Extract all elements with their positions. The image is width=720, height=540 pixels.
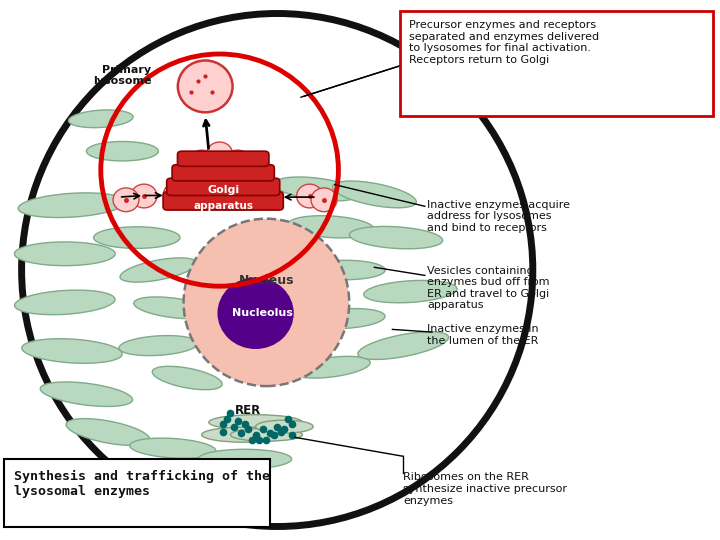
Ellipse shape xyxy=(131,184,157,208)
Ellipse shape xyxy=(152,366,222,390)
Text: apparatus: apparatus xyxy=(193,201,253,211)
Text: Golgi: Golgi xyxy=(207,185,239,195)
Text: Synthesis and trafficking of the
lysosomal enzymes: Synthesis and trafficking of the lysosom… xyxy=(14,470,271,498)
Ellipse shape xyxy=(209,415,302,430)
Ellipse shape xyxy=(66,418,150,445)
Ellipse shape xyxy=(235,174,261,198)
Ellipse shape xyxy=(22,14,533,526)
Ellipse shape xyxy=(306,260,385,280)
Text: Primary
lysosome: Primary lysosome xyxy=(93,65,151,86)
Ellipse shape xyxy=(40,382,132,407)
Ellipse shape xyxy=(274,177,359,201)
Text: Precursor enzymes and receptors
separated and enzymes delivered
to lysosomes for: Precursor enzymes and receptors separate… xyxy=(409,20,599,65)
Ellipse shape xyxy=(14,290,115,315)
Ellipse shape xyxy=(253,183,279,206)
Ellipse shape xyxy=(134,297,212,319)
Ellipse shape xyxy=(130,438,216,458)
Ellipse shape xyxy=(349,226,443,249)
Text: Vesicles containing
enzymes bud off from
ER and travel to Golgi
apparatus: Vesicles containing enzymes bud off from… xyxy=(427,266,549,310)
Ellipse shape xyxy=(184,219,349,386)
Text: Ribosomes on the RER
synthesize inactive precursor
enzymes: Ribosomes on the RER synthesize inactive… xyxy=(403,472,567,505)
Ellipse shape xyxy=(120,258,197,282)
Ellipse shape xyxy=(358,332,449,360)
Ellipse shape xyxy=(333,181,416,208)
FancyBboxPatch shape xyxy=(172,165,274,181)
Ellipse shape xyxy=(207,142,233,166)
Ellipse shape xyxy=(256,420,313,433)
Ellipse shape xyxy=(14,242,115,266)
Ellipse shape xyxy=(306,308,385,329)
Text: RER: RER xyxy=(235,404,261,417)
Text: Nucleus: Nucleus xyxy=(238,274,294,287)
Ellipse shape xyxy=(364,280,457,303)
Ellipse shape xyxy=(297,184,323,208)
Ellipse shape xyxy=(292,356,370,378)
Ellipse shape xyxy=(86,141,158,161)
Ellipse shape xyxy=(230,428,302,441)
FancyBboxPatch shape xyxy=(4,459,270,526)
FancyBboxPatch shape xyxy=(163,192,284,210)
Ellipse shape xyxy=(119,335,198,356)
Ellipse shape xyxy=(94,227,180,248)
Ellipse shape xyxy=(181,174,207,198)
Ellipse shape xyxy=(288,215,374,238)
Ellipse shape xyxy=(225,150,251,174)
Ellipse shape xyxy=(163,183,189,206)
Text: Inactive enzymes in
the lumen of the ER: Inactive enzymes in the lumen of the ER xyxy=(427,324,539,346)
Ellipse shape xyxy=(22,339,122,363)
Ellipse shape xyxy=(178,60,233,112)
Ellipse shape xyxy=(311,188,337,212)
Ellipse shape xyxy=(218,278,293,348)
FancyBboxPatch shape xyxy=(166,178,279,195)
Text: Inactive enzymes acquire
address for lysosomes
and bind to receptors: Inactive enzymes acquire address for lys… xyxy=(427,200,570,233)
FancyBboxPatch shape xyxy=(400,11,713,116)
Ellipse shape xyxy=(18,193,126,218)
Text: Nucleolus: Nucleolus xyxy=(233,308,293,318)
Ellipse shape xyxy=(202,427,288,442)
Ellipse shape xyxy=(68,110,133,127)
FancyBboxPatch shape xyxy=(177,151,269,166)
Ellipse shape xyxy=(198,449,292,469)
Ellipse shape xyxy=(207,171,233,194)
Ellipse shape xyxy=(113,188,139,212)
Ellipse shape xyxy=(189,150,215,174)
